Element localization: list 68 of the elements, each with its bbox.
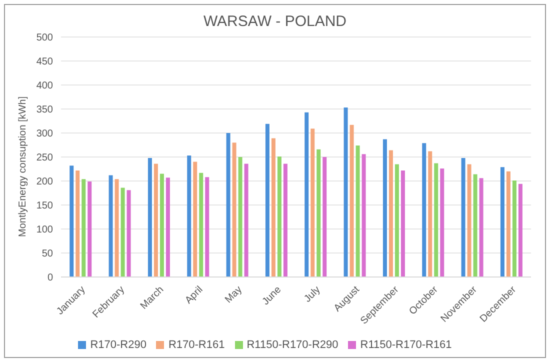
bar (461, 158, 466, 277)
bar (205, 177, 210, 277)
legend-label: R170-R161 (168, 339, 225, 351)
legend-label: R1150-R170-R161 (360, 339, 452, 351)
bar (76, 170, 80, 277)
bar (500, 167, 504, 277)
bar (193, 162, 198, 277)
bar (304, 112, 309, 277)
bar (148, 158, 152, 277)
bar (199, 172, 204, 277)
bar (160, 174, 164, 277)
bar (479, 178, 484, 277)
y-axis-title: MontlyEnergy consuption [kWh] (18, 96, 29, 237)
bar (232, 142, 236, 277)
bar (428, 151, 432, 277)
bar (114, 179, 119, 277)
bar (344, 108, 348, 277)
y-tick-label: 300 (36, 128, 54, 140)
bar (440, 168, 444, 277)
y-tick-label: 250 (36, 152, 54, 164)
bar (422, 143, 426, 277)
bar (382, 139, 387, 277)
x-tick-label: May (223, 284, 244, 306)
x-tick-label: June (260, 284, 284, 308)
y-tick-label: 400 (36, 80, 54, 92)
y-tick-label: 450 (36, 56, 54, 68)
bar (467, 164, 472, 277)
bar (244, 164, 248, 277)
bar (166, 178, 170, 277)
chart-title: WARSAW - POLAND (202, 13, 348, 32)
y-tick-label: 100 (36, 224, 54, 236)
bar (400, 170, 405, 277)
legend-label: R170-R290 (90, 339, 146, 351)
bar (82, 179, 86, 277)
bar (120, 188, 125, 277)
y-tick-label: 500 (36, 32, 54, 44)
bar (350, 124, 354, 277)
bar (434, 163, 438, 277)
bar (356, 145, 360, 277)
bar (226, 133, 230, 277)
bar (88, 181, 92, 277)
bar (506, 171, 510, 277)
y-tick-label: 0 (47, 272, 54, 284)
bar (108, 175, 113, 277)
y-tick-label: 350 (36, 104, 54, 116)
bar (265, 124, 270, 277)
bar (310, 128, 315, 277)
legend-label: R1150-R170-R290 (246, 339, 338, 351)
bar (362, 154, 366, 277)
bar (473, 174, 478, 277)
bar (283, 164, 288, 277)
bar (322, 157, 327, 277)
y-tick-label: 150 (36, 200, 54, 212)
bar (154, 164, 158, 277)
bar (238, 157, 242, 277)
bar (388, 150, 393, 277)
bar (187, 156, 192, 277)
bar (518, 184, 522, 277)
bar (126, 190, 131, 277)
bar (277, 156, 282, 277)
bar (316, 149, 321, 277)
bar (271, 138, 276, 277)
bar (70, 166, 74, 277)
x-tick-label: July (302, 284, 323, 305)
bar (512, 180, 516, 277)
y-tick-label: 50 (42, 248, 54, 260)
y-tick-label: 200 (36, 176, 54, 188)
bar (394, 164, 399, 277)
